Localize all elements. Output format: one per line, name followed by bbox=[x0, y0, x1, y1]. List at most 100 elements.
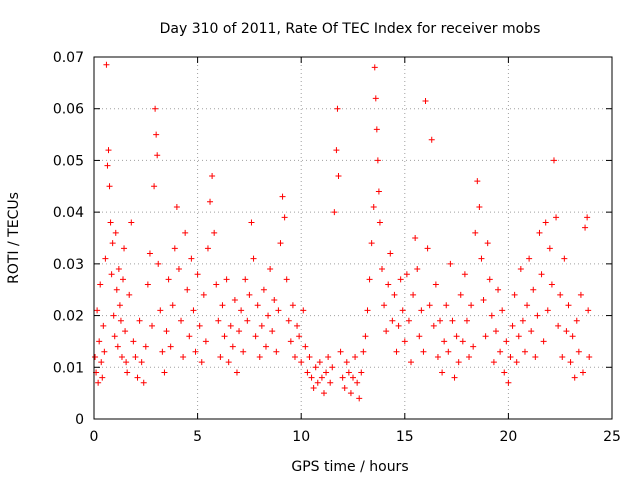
data-point bbox=[200, 291, 207, 298]
data-point bbox=[312, 364, 319, 371]
data-point bbox=[144, 281, 151, 288]
data-point bbox=[207, 198, 214, 205]
data-point bbox=[347, 390, 354, 397]
data-point bbox=[167, 343, 174, 350]
data-point bbox=[480, 297, 487, 304]
data-point bbox=[140, 379, 147, 386]
data-point bbox=[242, 276, 249, 283]
data-point bbox=[198, 359, 205, 366]
data-point bbox=[447, 260, 454, 267]
data-point bbox=[110, 312, 117, 319]
data-point bbox=[281, 214, 288, 221]
data-point bbox=[422, 97, 429, 104]
data-point bbox=[432, 281, 439, 288]
data-point bbox=[334, 105, 341, 112]
data-point bbox=[102, 255, 109, 262]
data-point bbox=[360, 348, 367, 355]
data-point bbox=[254, 302, 261, 309]
data-point bbox=[279, 193, 286, 200]
data-point bbox=[260, 286, 267, 293]
data-point bbox=[449, 317, 456, 324]
data-point bbox=[153, 131, 160, 138]
data-point bbox=[374, 157, 381, 164]
y-tick-label: 0 bbox=[75, 412, 84, 428]
x-tick-label: 10 bbox=[292, 429, 310, 445]
data-point bbox=[509, 322, 516, 329]
data-point bbox=[100, 322, 107, 329]
data-point bbox=[399, 307, 406, 314]
data-point bbox=[123, 359, 130, 366]
data-points bbox=[92, 61, 593, 402]
data-point bbox=[120, 276, 127, 283]
data-point bbox=[163, 328, 170, 335]
data-point bbox=[503, 338, 510, 345]
data-point bbox=[271, 297, 278, 304]
x-axis-title: GPS time / hours bbox=[291, 459, 408, 475]
data-point bbox=[416, 333, 423, 340]
data-point bbox=[426, 302, 433, 309]
data-point bbox=[372, 95, 379, 102]
data-point bbox=[227, 322, 234, 329]
data-point bbox=[538, 271, 545, 278]
data-point bbox=[97, 281, 104, 288]
data-point bbox=[287, 338, 294, 345]
data-point bbox=[463, 317, 470, 324]
data-point bbox=[165, 276, 172, 283]
data-point bbox=[341, 384, 348, 391]
data-point bbox=[586, 353, 593, 360]
data-point bbox=[408, 359, 415, 366]
data-point bbox=[196, 322, 203, 329]
data-point bbox=[430, 322, 437, 329]
data-point bbox=[289, 302, 296, 309]
data-point bbox=[103, 61, 110, 68]
data-point bbox=[542, 219, 549, 226]
data-point bbox=[455, 359, 462, 366]
data-point bbox=[468, 302, 475, 309]
data-point bbox=[169, 302, 176, 309]
data-point bbox=[495, 286, 502, 293]
data-point bbox=[159, 348, 166, 355]
data-point bbox=[273, 348, 280, 355]
data-point bbox=[403, 271, 410, 278]
data-point bbox=[250, 255, 257, 262]
data-point bbox=[95, 379, 102, 386]
data-point bbox=[443, 302, 450, 309]
y-tick-label: 0.03 bbox=[53, 257, 84, 273]
data-point bbox=[124, 369, 131, 376]
plot-frame bbox=[93, 56, 613, 420]
data-point bbox=[526, 255, 533, 262]
data-point bbox=[553, 214, 560, 221]
data-point bbox=[569, 333, 576, 340]
data-point bbox=[486, 276, 493, 283]
data-point bbox=[434, 353, 441, 360]
data-point bbox=[331, 209, 338, 216]
data-point bbox=[104, 162, 111, 169]
data-point bbox=[345, 369, 352, 376]
data-point bbox=[575, 348, 582, 355]
y-tick-labels: 0 0.01 0.02 0.03 0.04 0.05 0.06 0.07 bbox=[53, 50, 84, 428]
data-point bbox=[397, 276, 404, 283]
data-point bbox=[175, 266, 182, 273]
data-point bbox=[113, 286, 120, 293]
data-point bbox=[161, 369, 168, 376]
data-point bbox=[157, 307, 164, 314]
data-point bbox=[209, 172, 216, 179]
data-point bbox=[439, 369, 446, 376]
data-point bbox=[173, 203, 180, 210]
x-tick-label: 0 bbox=[90, 429, 99, 445]
data-point bbox=[350, 374, 356, 381]
data-point bbox=[101, 348, 108, 355]
data-point bbox=[573, 317, 580, 324]
data-point bbox=[333, 147, 340, 154]
data-point bbox=[383, 328, 390, 335]
data-point bbox=[387, 250, 394, 257]
data-point bbox=[354, 379, 361, 386]
data-point bbox=[385, 281, 392, 288]
data-point bbox=[582, 224, 589, 231]
data-point bbox=[310, 384, 317, 391]
data-point bbox=[190, 307, 197, 314]
data-point bbox=[488, 312, 495, 319]
data-point bbox=[320, 390, 327, 397]
data-point bbox=[490, 359, 497, 366]
